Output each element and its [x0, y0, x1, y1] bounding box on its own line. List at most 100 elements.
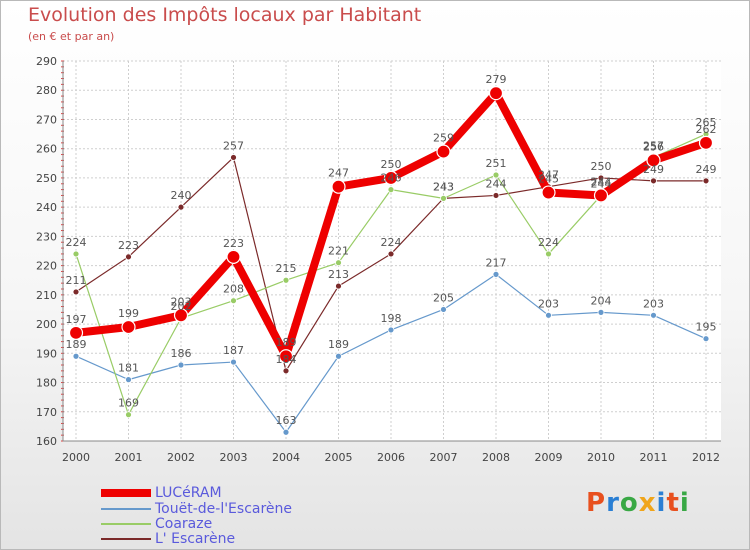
x-tick-label: 2000	[62, 451, 90, 464]
data-point-coaraze	[125, 411, 132, 419]
data-point-coaraze	[387, 186, 395, 194]
data-point-luceram	[541, 185, 556, 200]
data-label-escarene: 224	[381, 236, 402, 249]
data-label-escarene: 257	[223, 139, 244, 152]
data-label-luceram: 245	[538, 173, 559, 186]
data-label-coaraze: 208	[223, 283, 244, 296]
legend-item-touet: Touët-de-l'Escarène	[101, 501, 292, 517]
data-label-touet: 189	[328, 338, 349, 351]
y-tick-label: 220	[36, 260, 57, 273]
y-tick-label: 270	[36, 113, 57, 126]
data-point-coaraze	[282, 276, 290, 284]
y-tick-label: 230	[36, 230, 57, 243]
data-point-luceram	[698, 135, 714, 150]
legend-label-luceram: LUCéRAM	[155, 485, 222, 501]
data-label-luceram: 262	[696, 123, 717, 136]
legend-swatch-luceram	[101, 489, 151, 497]
y-tick-label: 180	[36, 377, 57, 390]
data-point-touet	[545, 311, 552, 319]
data-label-escarene: 243	[433, 180, 454, 193]
data-label-escarene: 244	[486, 177, 507, 190]
data-label-escarene: 249	[643, 163, 664, 176]
data-label-luceram: 256	[643, 140, 664, 153]
data-point-touet	[282, 428, 290, 436]
data-point-touet	[387, 326, 395, 334]
data-label-coaraze: 243	[433, 180, 454, 193]
data-label-coaraze: 246	[381, 172, 402, 185]
logo-letter: x	[638, 488, 657, 518]
chart-title: Evolution des Impôts locaux par Habitant	[28, 4, 422, 26]
data-label-touet: 186	[171, 347, 192, 360]
data-point-luceram	[436, 144, 451, 159]
data-label-escarene: 223	[118, 239, 139, 252]
data-point-escarene	[282, 367, 290, 375]
data-label-touet: 195	[696, 321, 717, 334]
data-label-luceram: 203	[171, 295, 192, 308]
y-tick-label: 250	[36, 172, 57, 185]
data-label-escarene: 211	[66, 274, 87, 287]
data-label-escarene: 240	[171, 189, 192, 202]
data-label-coaraze: 251	[486, 157, 507, 170]
logo-letter: t	[666, 488, 680, 518]
data-point-escarene	[125, 253, 132, 261]
data-point-touet	[72, 352, 80, 360]
data-label-luceram: 199	[118, 307, 139, 320]
data-label-coaraze: 202	[171, 300, 192, 313]
data-label-luceram: 244	[591, 175, 612, 188]
x-tick-label: 2010	[587, 451, 615, 464]
x-tick-label: 2012	[692, 451, 720, 464]
data-point-escarene	[387, 250, 395, 258]
x-tick-label: 2011	[640, 451, 668, 464]
data-point-coaraze	[72, 250, 80, 258]
data-label-escarene: 184	[276, 353, 297, 366]
data-point-touet	[335, 352, 342, 360]
data-label-coaraze: 257	[643, 139, 664, 152]
data-point-coaraze	[335, 259, 342, 267]
data-label-luceram: 279	[486, 73, 507, 86]
data-label-luceram: 197	[66, 313, 87, 326]
data-label-touet: 181	[118, 362, 139, 375]
data-label-touet: 163	[276, 414, 297, 427]
y-tick-label: 170	[36, 406, 57, 419]
legend-item-escarene: L' Escarène	[101, 531, 235, 547]
y-tick-label: 240	[36, 201, 57, 214]
x-tick-label: 2003	[220, 451, 248, 464]
data-label-touet: 203	[538, 297, 559, 310]
data-point-touet	[230, 358, 237, 366]
data-point-luceram	[173, 308, 189, 323]
data-point-luceram	[68, 325, 84, 340]
y-tick-label: 160	[36, 435, 57, 448]
legend-item-luceram: LUCéRAM	[101, 485, 222, 501]
legend-label-coaraze: Coaraze	[155, 516, 213, 532]
y-tick-label: 280	[36, 84, 57, 97]
x-tick-label: 2006	[377, 451, 405, 464]
data-point-luceram	[488, 86, 504, 101]
data-point-touet	[702, 335, 710, 343]
data-point-touet	[650, 311, 657, 319]
data-point-escarene	[72, 288, 80, 296]
data-point-touet	[492, 270, 500, 278]
data-point-coaraze	[230, 297, 237, 305]
logo-letter: i	[679, 488, 690, 518]
data-label-touet: 204	[591, 294, 612, 307]
data-point-escarene	[230, 154, 237, 161]
data-label-touet: 198	[381, 312, 402, 325]
chart-subtitle: (en € et par an)	[28, 30, 115, 43]
x-tick-label: 2007	[430, 451, 458, 464]
data-point-touet	[125, 376, 132, 384]
y-tick-label: 290	[36, 55, 57, 68]
data-point-escarene	[335, 282, 342, 290]
data-label-luceram: 223	[223, 237, 244, 250]
proxiti-logo: Proxiti	[586, 488, 690, 518]
data-label-coaraze: 215	[276, 262, 297, 275]
x-tick-label: 2005	[325, 451, 353, 464]
data-label-escarene: 250	[591, 160, 612, 173]
y-tick-label: 260	[36, 143, 57, 156]
data-label-coaraze: 224	[538, 236, 559, 249]
legend-swatch-escarene	[101, 538, 151, 540]
data-label-luceram: 259	[433, 132, 454, 145]
data-label-touet: 189	[66, 338, 87, 351]
legend-swatch-touet	[101, 508, 151, 510]
legend-swatch-coaraze	[101, 523, 151, 525]
